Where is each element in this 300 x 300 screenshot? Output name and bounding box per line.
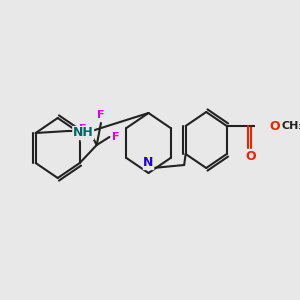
Text: NH: NH [73,127,94,140]
Text: F: F [97,110,105,120]
Text: O: O [245,151,256,164]
Text: N: N [81,128,92,142]
Text: F: F [112,132,119,142]
Text: N: N [143,157,154,169]
Text: O: O [270,119,280,133]
Text: F: F [79,124,86,134]
Text: CH₃: CH₃ [281,121,300,131]
